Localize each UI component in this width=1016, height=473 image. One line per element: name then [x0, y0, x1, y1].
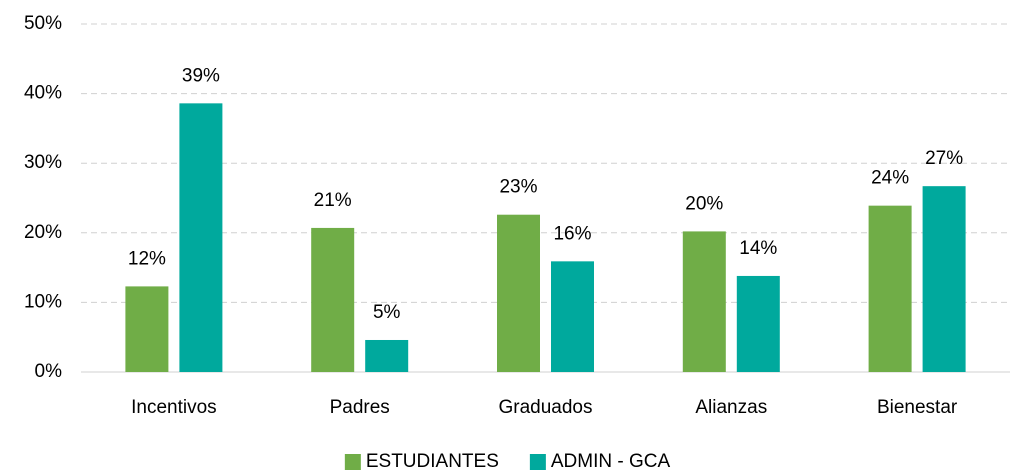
data-label: 16%	[553, 223, 591, 244]
data-label: 23%	[499, 177, 537, 198]
data-label: 12%	[128, 248, 166, 269]
x-tick-label: Bienestar	[877, 397, 958, 418]
y-tick-label: 10%	[24, 291, 62, 312]
legend-swatch	[529, 454, 546, 470]
data-label: 5%	[373, 302, 401, 323]
bar	[179, 103, 223, 373]
legend-label: ADMIN - GCA	[551, 451, 671, 472]
x-tick-label: Alianzas	[695, 397, 767, 418]
bar	[311, 227, 355, 372]
data-label: 14%	[739, 238, 777, 259]
legend-label: ESTUDIANTES	[366, 451, 499, 472]
y-tick-label: 50%	[24, 13, 62, 34]
bar	[682, 231, 726, 372]
y-tick-label: 20%	[24, 222, 62, 243]
bar	[868, 205, 912, 372]
data-label: 27%	[925, 148, 963, 169]
x-tick-label: Incentivos	[131, 397, 217, 418]
y-tick-label: 0%	[35, 361, 63, 382]
bar	[736, 275, 780, 372]
bar	[551, 261, 594, 372]
y-tick-label: 30%	[24, 152, 62, 173]
bar	[497, 214, 540, 372]
data-label: 20%	[685, 193, 723, 214]
legend-item: ADMIN - GCA	[529, 451, 671, 472]
legend-item: ESTUDIANTES	[344, 451, 499, 472]
data-label: 24%	[871, 168, 909, 189]
x-tick-label: Graduados	[498, 397, 592, 418]
x-tick-label: Padres	[330, 397, 390, 418]
bar	[125, 286, 169, 372]
data-label: 21%	[314, 190, 352, 211]
legend-swatch	[344, 454, 361, 470]
bar	[922, 186, 966, 372]
y-tick-label: 40%	[24, 83, 62, 104]
data-label: 39%	[182, 65, 220, 86]
bar	[365, 339, 409, 372]
